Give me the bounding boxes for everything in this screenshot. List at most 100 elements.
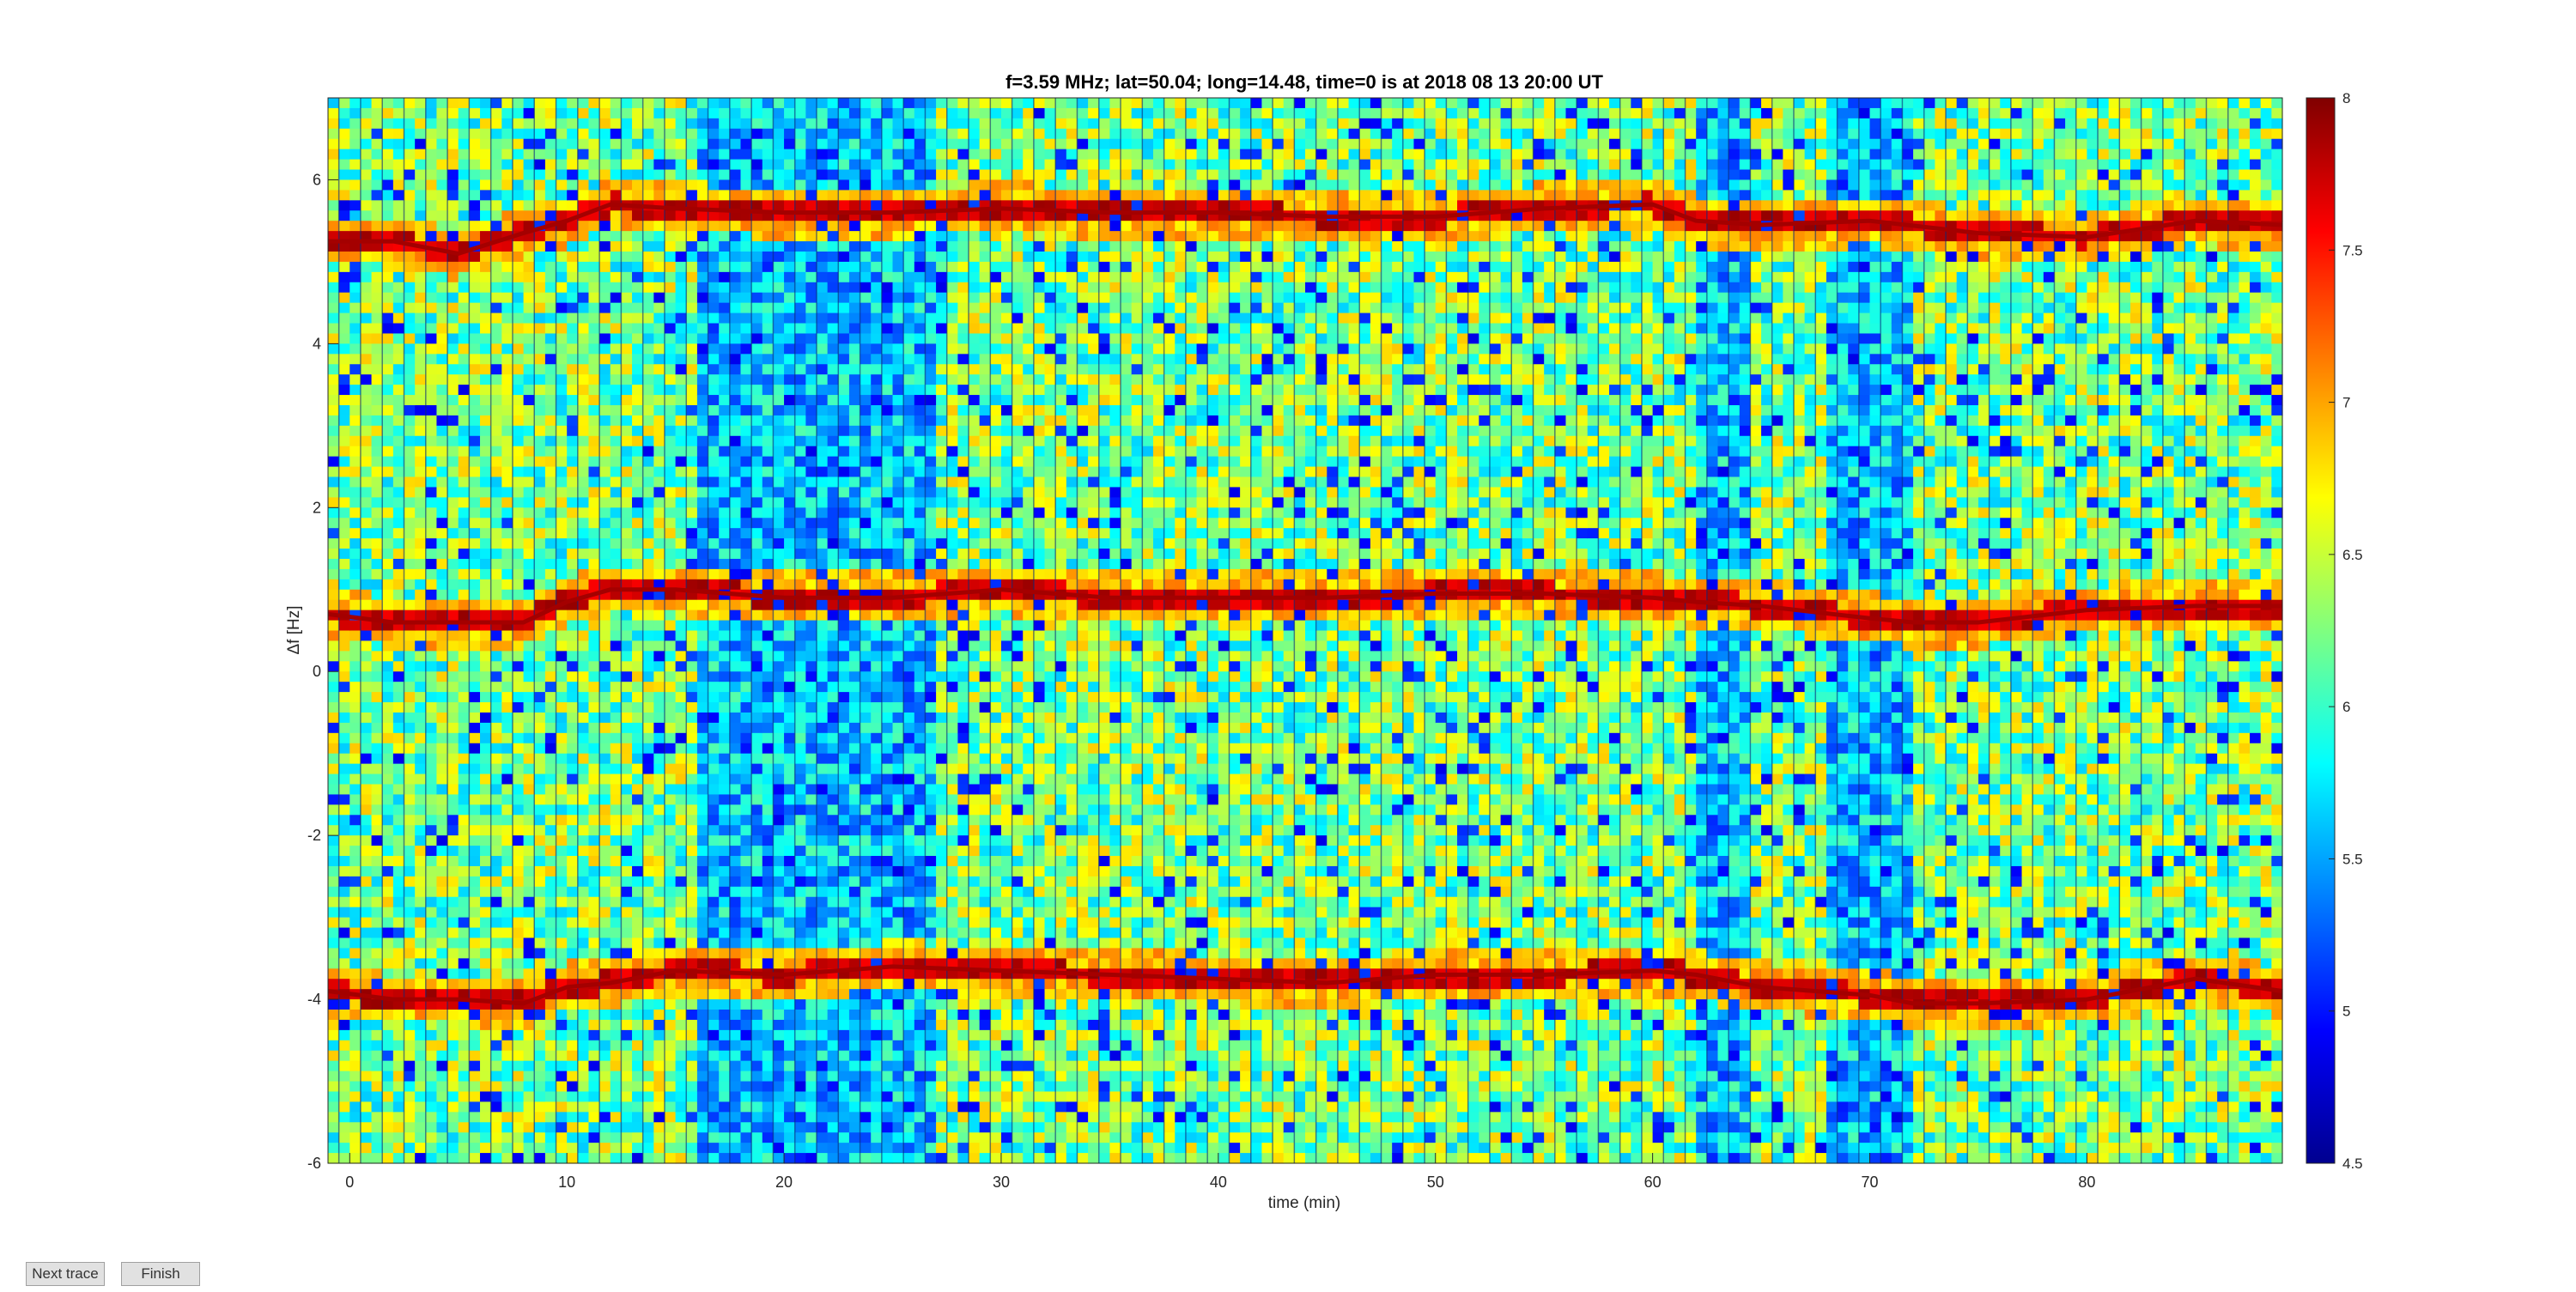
- heatmap-cell: [729, 1040, 742, 1052]
- heatmap-cell: [729, 651, 742, 662]
- heatmap-cell: [534, 589, 546, 601]
- heatmap-cell: [708, 169, 720, 181]
- heatmap-cell: [425, 804, 438, 816]
- heatmap-cell: [708, 1060, 720, 1072]
- heatmap-cell: [784, 804, 796, 816]
- heatmap-cell: [523, 630, 535, 642]
- heatmap-cell: [349, 743, 361, 755]
- heatmap-cell: [447, 282, 459, 294]
- heatmap-cell: [534, 712, 546, 724]
- heatmap-cell: [371, 507, 383, 519]
- heatmap-cell: [653, 528, 665, 539]
- heatmap-cell: [696, 825, 709, 836]
- heatmap-cell: [708, 579, 720, 591]
- heatmap-cell: [382, 712, 394, 724]
- heatmap-cell: [371, 231, 383, 242]
- heatmap-cell: [534, 138, 546, 150]
- heatmap-cell: [469, 1010, 481, 1021]
- heatmap-cell: [404, 743, 416, 755]
- heatmap-cell: [664, 385, 677, 396]
- heatmap-cell: [328, 1029, 340, 1041]
- heatmap-cell: [371, 948, 383, 959]
- heatmap-cell: [632, 149, 644, 161]
- heatmap-cell: [805, 1143, 817, 1154]
- heatmap-cell: [458, 1153, 470, 1164]
- heatmap-cell: [349, 456, 361, 468]
- heatmap-cell: [740, 958, 752, 969]
- heatmap-cell: [762, 179, 775, 191]
- heatmap-cell: [708, 1010, 720, 1021]
- heatmap-cell: [653, 1091, 665, 1102]
- heatmap-cell: [404, 917, 416, 929]
- heatmap-cell: [599, 989, 611, 1000]
- heatmap-cell: [610, 794, 622, 805]
- heatmap-cell: [588, 128, 600, 140]
- heatmap-cell: [729, 876, 742, 888]
- heatmap-cell: [512, 1132, 525, 1143]
- heatmap-cell: [415, 1029, 427, 1041]
- heatmap-cell: [805, 599, 817, 611]
- heatmap-cell: [773, 251, 785, 263]
- heatmap-cell: [794, 682, 806, 693]
- heatmap-cell: [371, 241, 383, 252]
- heatmap-cell: [371, 846, 383, 857]
- heatmap-cell: [784, 169, 796, 181]
- heatmap-cell: [805, 354, 817, 365]
- heatmap-cell: [740, 118, 752, 130]
- heatmap-cell: [447, 610, 459, 622]
- heatmap-cell: [708, 385, 720, 396]
- heatmap-cell: [751, 948, 763, 959]
- heatmap-cell: [501, 364, 513, 375]
- heatmap-cell: [719, 487, 731, 498]
- heatmap-cell: [642, 753, 654, 765]
- heatmap-cell: [447, 1153, 459, 1164]
- heatmap-cell: [784, 323, 796, 335]
- heatmap-cell: [773, 1071, 785, 1083]
- heatmap-cell: [349, 425, 361, 437]
- heatmap-cell: [425, 896, 438, 908]
- heatmap-cell: [382, 271, 394, 283]
- heatmap-cell: [392, 98, 405, 109]
- heatmap-cell: [458, 743, 470, 755]
- heatmap-cell: [512, 989, 525, 1000]
- heatmap-cell: [447, 568, 459, 580]
- heatmap-cell: [523, 979, 535, 990]
- heatmap-cell: [675, 395, 687, 406]
- heatmap-cell: [447, 917, 459, 929]
- heatmap-cell: [675, 896, 687, 908]
- heatmap-cell: [371, 210, 383, 221]
- heatmap-cell: [469, 1050, 481, 1062]
- heatmap-cell: [696, 722, 709, 734]
- heatmap-cell: [588, 261, 600, 273]
- heatmap-cell: [425, 1112, 438, 1123]
- heatmap-cell: [501, 640, 513, 652]
- heatmap-cell: [490, 518, 502, 529]
- heatmap-cell: [632, 784, 644, 796]
- heatmap-cell: [696, 896, 709, 908]
- heatmap-cell: [328, 1010, 340, 1021]
- heatmap-cell: [740, 528, 752, 539]
- heatmap-cell: [794, 138, 806, 150]
- heatmap-cell: [480, 1050, 492, 1062]
- heatmap-cell: [512, 579, 525, 591]
- heatmap-cell: [773, 907, 785, 919]
- heatmap-cell: [523, 98, 535, 109]
- heatmap-cell: [556, 231, 568, 242]
- heatmap-cell: [729, 989, 742, 1000]
- heatmap-cell: [349, 1019, 361, 1031]
- heatmap-cell: [740, 702, 752, 713]
- heatmap-cell: [632, 896, 644, 908]
- heatmap-cell: [425, 323, 438, 335]
- heatmap-cell: [696, 221, 709, 232]
- heatmap-cell: [544, 846, 557, 857]
- heatmap-cell: [523, 743, 535, 755]
- heatmap-cell: [415, 323, 427, 335]
- heatmap-cell: [653, 958, 665, 969]
- heatmap-cell: [817, 98, 829, 109]
- heatmap-cell: [501, 558, 513, 570]
- heatmap-cell: [556, 732, 568, 744]
- heatmap-cell: [480, 1060, 492, 1072]
- heatmap-cell: [686, 989, 698, 1000]
- heatmap-cell: [838, 927, 850, 939]
- heatmap-cell: [588, 661, 600, 672]
